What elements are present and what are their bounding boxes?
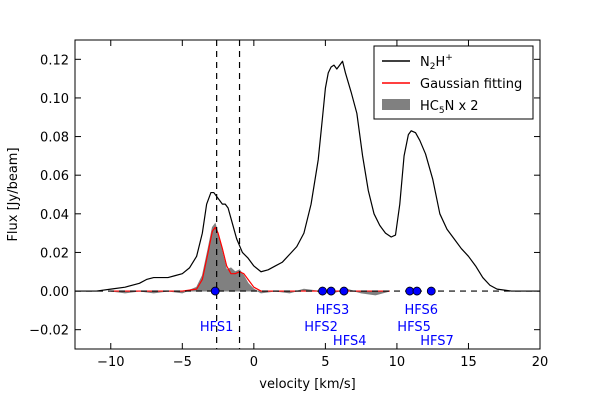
tick-layer: −10 −5 0 5 10 15 20 −0.02 0.00 0.02 0.04 0.06 0.08 0.… — [29, 40, 548, 370]
hfs-point-hfs2 — [318, 286, 327, 296]
hfs-marker-layer: HFS1 HFS2 HFS3 HFS4 HFS5 HFS6 HFS7 — [200, 286, 454, 349]
y-tick-label: 0.02 — [40, 246, 69, 261]
series-line-gaussian — [110, 226, 390, 292]
y-tick-label: 0.04 — [40, 208, 69, 223]
x-tick-label: 0 — [250, 355, 258, 370]
hfs-label-hfs6: HFS6 — [404, 303, 438, 318]
legend: N2H+ Gaussian fitting HC5N x 2 — [373, 45, 534, 120]
hfs-point-hfs1 — [210, 286, 220, 296]
x-tick-label: 20 — [532, 355, 549, 370]
y-tick-label: 0.10 — [40, 92, 69, 107]
series-area-hc5n — [110, 222, 390, 296]
y-axis-title: Flux [Jy/beam] — [6, 147, 21, 241]
legend-label-2: Gaussian fitting — [420, 77, 522, 92]
y-tick-label: 0.08 — [40, 131, 69, 146]
x-tick-label: −10 — [97, 355, 124, 370]
y-tick-label: −0.02 — [29, 324, 69, 339]
hfs-label-hfs5: HFS5 — [397, 320, 431, 335]
series-line-layer — [75, 60, 540, 292]
hfs-label-hfs4: HFS4 — [333, 334, 367, 349]
hfs-label-hfs7: HFS7 — [420, 334, 454, 349]
legend-label-3: HC5N x 2 — [420, 99, 479, 116]
y-tick-label: 0.06 — [40, 169, 69, 184]
legend-label-1: N2H+ — [420, 53, 453, 72]
hfs-label-hfs3: HFS3 — [316, 303, 350, 318]
hfs-point-hfs6 — [412, 286, 422, 296]
x-tick-label: 5 — [321, 355, 329, 370]
x-tick-label: 15 — [460, 355, 477, 370]
hfs-label-hfs2: HFS2 — [304, 320, 338, 335]
hfs-point-hfs7 — [426, 286, 436, 296]
x-tick-label: 10 — [389, 355, 406, 370]
x-tick-label: −5 — [173, 355, 192, 370]
x-axis-title: velocity [km/s] — [259, 377, 355, 392]
hfs-point-hfs4 — [339, 286, 349, 296]
series-line-n2h — [75, 60, 540, 292]
y-tick-label: 0.12 — [40, 53, 69, 68]
reference-line-layer — [75, 40, 540, 349]
plot-frame — [74, 39, 541, 350]
legend-swatch-patch — [382, 99, 410, 110]
hc5n-fill-layer — [110, 222, 390, 296]
hfs-label-hfs1: HFS1 — [200, 320, 234, 335]
hfs-point-hfs3 — [326, 286, 336, 296]
y-tick-label: 0.00 — [40, 285, 69, 300]
